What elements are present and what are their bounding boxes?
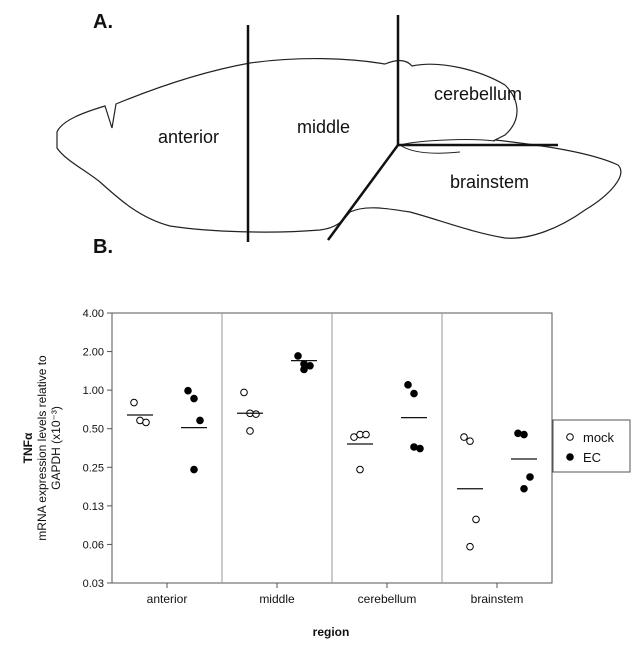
y-tick-label: 0.25 [83,462,104,474]
data-point [294,352,302,360]
y-tick-label: 2.00 [83,347,104,359]
brain-outline [56,57,622,239]
legend-label: mock [583,430,615,445]
y-tick-label: 0.06 [83,539,104,551]
data-point [130,398,138,407]
x-tick-label: brainstem [471,592,524,606]
legend-marker [566,433,574,441]
y-axis-label: mRNA expression levels relative to [35,355,49,541]
data-point [410,389,418,398]
legend-label: EC [583,450,601,465]
data-point [520,430,528,439]
brain-detail [399,139,496,154]
data-point [356,465,364,474]
panel-label: B. [93,236,113,258]
data-point [520,484,528,493]
data-point [472,515,480,524]
data-point [466,542,474,551]
data-point [246,427,254,435]
region-label: cerebellum [434,84,522,104]
data-point [252,410,260,418]
region-label: middle [297,117,350,137]
data-point [184,386,192,395]
y-tick-label: 0.50 [83,424,104,436]
y-tick-label: 0.03 [83,578,104,590]
data-point [190,465,198,474]
data-point [196,416,204,425]
y-tick-label: 1.00 [83,385,104,397]
legend-marker [566,453,574,461]
y-axis-label: TNFα [21,432,35,463]
y-tick-label: 4.00 [83,308,104,320]
x-tick-label: middle [259,592,295,606]
data-point [410,443,418,451]
x-axis-label: region [313,625,350,639]
panel-label: A. [93,11,113,33]
data-point [142,418,150,427]
data-point [190,394,198,403]
data-point [404,381,412,389]
data-point [306,361,314,370]
data-point [466,437,474,445]
region-label: brainstem [450,172,529,192]
data-point [526,473,534,481]
y-axis-label: GAPDH (x10⁻³) [49,406,63,490]
data-point [460,433,468,441]
x-tick-label: cerebellum [358,592,417,606]
y-tick-label: 0.13 [83,501,104,513]
data-point [240,388,248,397]
data-point [362,430,370,439]
data-point [300,365,308,374]
x-tick-label: anterior [147,592,188,606]
region-label: anterior [158,127,219,147]
legend-box [552,419,631,473]
cut-line [326,144,400,241]
data-point [514,429,522,438]
